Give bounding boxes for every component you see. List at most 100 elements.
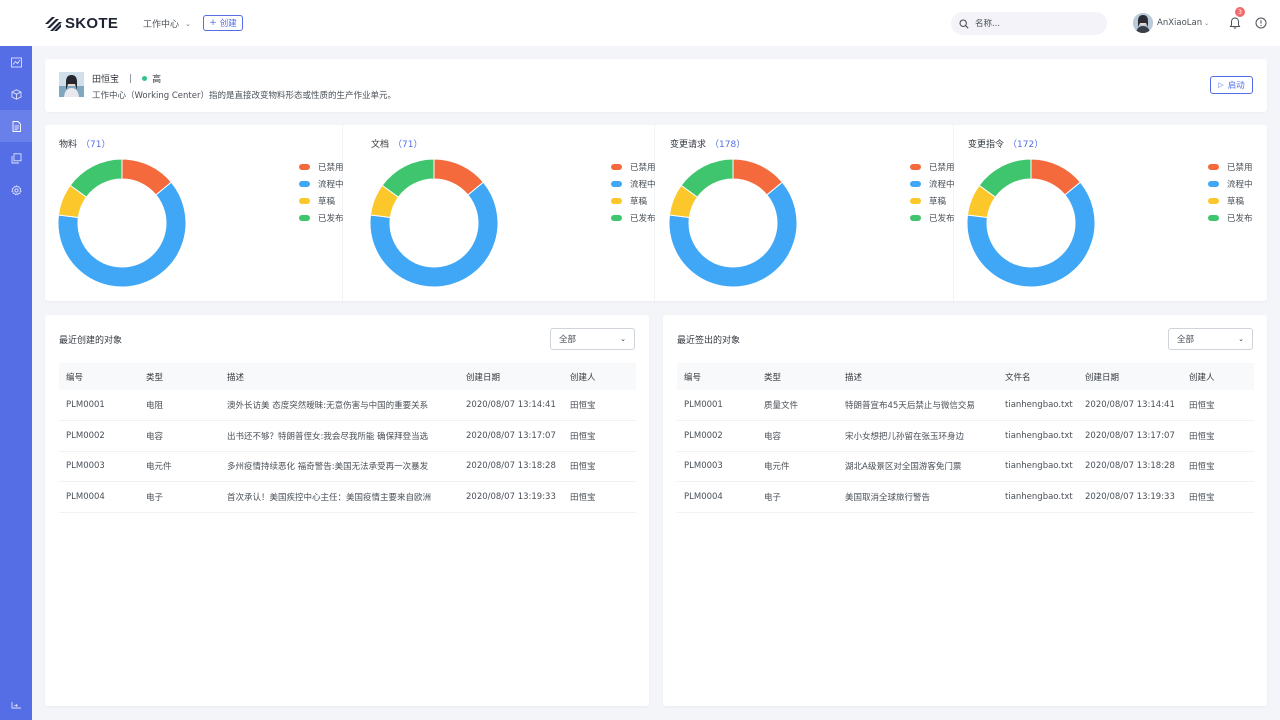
donut-slice[interactable] <box>369 181 499 288</box>
legend-entry[interactable]: 已发布 <box>910 209 955 226</box>
donut-slice[interactable] <box>966 181 1096 288</box>
legend-entry[interactable]: 草稿 <box>611 192 656 209</box>
card-title: 最近签出的对象 <box>677 336 741 346</box>
table-header-row: 编号 类型 描述 文件名 创建日期 创建人 <box>677 363 1254 390</box>
bell-icon[interactable] <box>1228 16 1242 30</box>
logo-text: SKOTE <box>65 14 119 32</box>
legend-entry[interactable]: 流程中 <box>611 175 656 192</box>
legend-swatch <box>910 214 921 221</box>
legend-entry[interactable]: 已发布 <box>1208 209 1253 226</box>
legend-entry[interactable]: 已发布 <box>611 209 656 226</box>
donut-slice[interactable] <box>57 181 187 288</box>
legend-entry[interactable]: 流程中 <box>1208 175 1253 192</box>
table-header-row: 编号 类型 描述 创建日期 创建人 <box>59 363 636 390</box>
donut-slice[interactable] <box>978 158 1032 198</box>
table-cell: 田恒宝 <box>563 481 636 513</box>
legend-entry[interactable]: 草稿 <box>299 192 344 209</box>
work-center-info-card: 田恒宝 | 高 工作中心（Working Center）指的是直接改变物料形态或… <box>45 59 1267 112</box>
column-header: 编号 <box>59 363 139 390</box>
sidebar-item-documents[interactable] <box>0 110 32 142</box>
info-icon[interactable] <box>1255 17 1267 29</box>
table-cell: 电容 <box>139 420 220 452</box>
legend-entry[interactable]: 流程中 <box>299 175 344 192</box>
sidebar-item-materials[interactable] <box>0 78 32 110</box>
table-cell: 宋小女想把儿孙留在张玉环身边 <box>838 420 998 452</box>
level-label: 高 <box>152 75 162 85</box>
filter-value: 全部 <box>559 335 577 345</box>
column-header: 创建日期 <box>459 363 563 390</box>
recent-checkout-card: 最近签出的对象 全部 ⌄ 编号 类型 描述 文件名 创建日期 创建人 PLM0001 质量文… <box>663 315 1267 706</box>
top-bar: SKOTE 工作中心 ⌄ + 创建 AnXiaoLan ⌄ 3 <box>0 0 1280 46</box>
chart-title: 物料 （71） <box>59 140 111 150</box>
donut-slice[interactable] <box>680 158 734 198</box>
table-cell: 田恒宝 <box>1182 481 1254 513</box>
table-row[interactable]: PLM0002 电容 宋小女想把儿孙留在张玉环身边 tianhengbao.txt 20… <box>677 420 1254 452</box>
table-cell: 出书还不够？特朗普侄女:我会尽我所能 确保拜登当选 <box>220 420 459 452</box>
create-label: 创建 <box>219 19 237 29</box>
owner-name: 田恒宝 <box>92 75 120 85</box>
sidebar-item-settings[interactable] <box>0 174 32 206</box>
chart-count: （172） <box>1008 140 1044 150</box>
donut-slice[interactable] <box>668 181 798 288</box>
legend-swatch <box>1208 180 1219 187</box>
notification-badge: 3 <box>1235 7 1245 17</box>
legend-label: 已禁用 <box>929 162 955 173</box>
sidebar-collapse-button[interactable] <box>0 688 32 720</box>
donut-chart <box>369 158 499 288</box>
legend-entry[interactable]: 已禁用 <box>611 158 656 175</box>
chart-panel-materials: 物料 （71） 已禁用 流程中 草稿 已发布 <box>45 125 344 301</box>
sidebar <box>0 46 32 720</box>
collapse-icon <box>11 701 21 708</box>
donut-slice[interactable] <box>381 158 435 198</box>
table-cell: 2020/08/07 13:18:28 <box>459 451 563 482</box>
chart-count: （71） <box>81 140 111 150</box>
avatar-portrait-icon <box>59 72 84 97</box>
create-button[interactable]: + 创建 <box>203 15 243 31</box>
table-cell: 美国取消全球旅行警告 <box>838 481 998 513</box>
table-row[interactable]: PLM0003 电元件 湖北A级景区对全国游客免门票 tianhengbao.txt 2… <box>677 451 1254 482</box>
sidebar-item-changes[interactable] <box>0 142 32 174</box>
card-title: 最近创建的对象 <box>59 336 123 346</box>
column-header: 编号 <box>677 363 757 390</box>
table-cell: PLM0002 <box>59 420 139 452</box>
search-input[interactable] <box>975 18 1085 29</box>
table-row[interactable]: PLM0004 电子 首次承认！美国疾控中心主任：美国疫情主要来自欧洲 2020/08… <box>59 481 636 513</box>
chart-count: （71） <box>393 140 423 150</box>
table-cell: PLM0001 <box>59 390 139 421</box>
table-row[interactable]: PLM0002 电容 出书还不够？特朗普侄女:我会尽我所能 确保拜登当选 2020/0… <box>59 420 636 452</box>
table-row[interactable]: PLM0003 电元件 多州疫情持续恶化 福奇警告:美国无法承受再一次暴发 2020/… <box>59 451 636 482</box>
legend-entry[interactable]: 已发布 <box>299 209 344 226</box>
table-cell: tianhengbao.txt <box>998 451 1078 482</box>
plus-icon: + <box>209 18 217 28</box>
filter-select[interactable]: 全部 ⌄ <box>550 328 635 350</box>
filter-select[interactable]: 全部 ⌄ <box>1168 328 1253 350</box>
table-row[interactable]: PLM0001 质量文件 特朗普宣布45天后禁止与微信交易 tianhengbao.t… <box>677 390 1254 421</box>
sidebar-item-dashboard[interactable] <box>0 46 32 78</box>
owner-avatar <box>59 72 84 97</box>
chart-legend: 已禁用流程中草稿已发布 <box>910 158 955 226</box>
legend-entry[interactable]: 草稿 <box>1208 192 1253 209</box>
start-button[interactable]: ▷ 启动 <box>1210 76 1253 94</box>
legend-entry[interactable]: 已禁用 <box>299 158 344 175</box>
user-avatar[interactable] <box>1133 13 1153 33</box>
separator: | <box>129 73 133 84</box>
legend-swatch <box>299 214 310 221</box>
table-cell: 田恒宝 <box>1182 451 1254 482</box>
donut-slice[interactable] <box>69 158 123 198</box>
work-center-menu[interactable]: 工作中心 ⌄ <box>143 17 191 31</box>
table-row[interactable]: PLM0001 电阻 澳外长访美 态度突然暧昧:无意伤害与中国的重要关系 2020/0… <box>59 390 636 421</box>
chart-count: （178） <box>710 140 746 150</box>
logo[interactable]: SKOTE <box>45 14 118 32</box>
legend-entry[interactable]: 已禁用 <box>910 158 955 175</box>
legend-swatch <box>910 197 921 204</box>
legend-entry[interactable]: 流程中 <box>910 175 955 192</box>
legend-label: 草稿 <box>929 196 947 207</box>
legend-entry[interactable]: 已禁用 <box>1208 158 1253 175</box>
column-header: 类型 <box>139 363 220 390</box>
user-menu[interactable]: AnXiaoLan ⌄ <box>1157 18 1209 28</box>
legend-entry[interactable]: 草稿 <box>910 192 955 209</box>
donut-chart <box>966 158 1096 288</box>
table-cell: 电元件 <box>139 451 220 482</box>
search-box[interactable] <box>951 12 1107 35</box>
table-row[interactable]: PLM0004 电子 美国取消全球旅行警告 tianhengbao.txt 2020/0… <box>677 481 1254 513</box>
